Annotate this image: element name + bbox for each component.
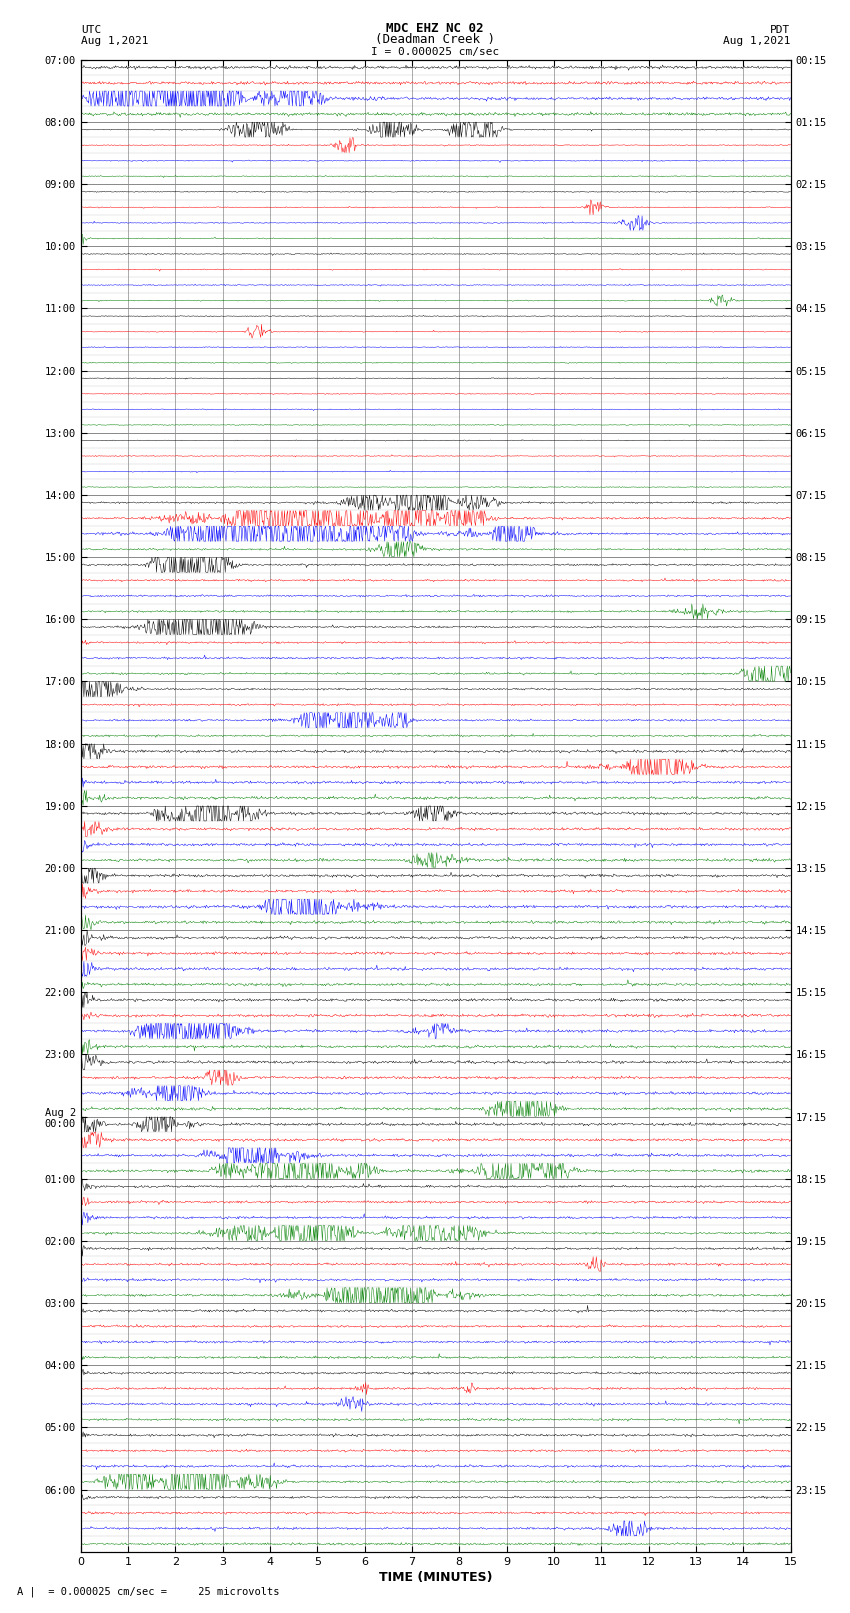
Text: PDT: PDT [770,24,790,35]
Text: Aug 1,2021: Aug 1,2021 [723,35,791,45]
Text: Aug 1,2021: Aug 1,2021 [81,35,148,45]
Text: A |  = 0.000025 cm/sec =     25 microvolts: A | = 0.000025 cm/sec = 25 microvolts [17,1586,280,1597]
X-axis label: TIME (MINUTES): TIME (MINUTES) [379,1571,492,1584]
Text: (Deadman Creek ): (Deadman Creek ) [375,32,496,45]
Text: MDC EHZ NC 02: MDC EHZ NC 02 [387,21,484,35]
Text: UTC: UTC [81,24,101,35]
Text: I = 0.000025 cm/sec: I = 0.000025 cm/sec [371,47,499,58]
